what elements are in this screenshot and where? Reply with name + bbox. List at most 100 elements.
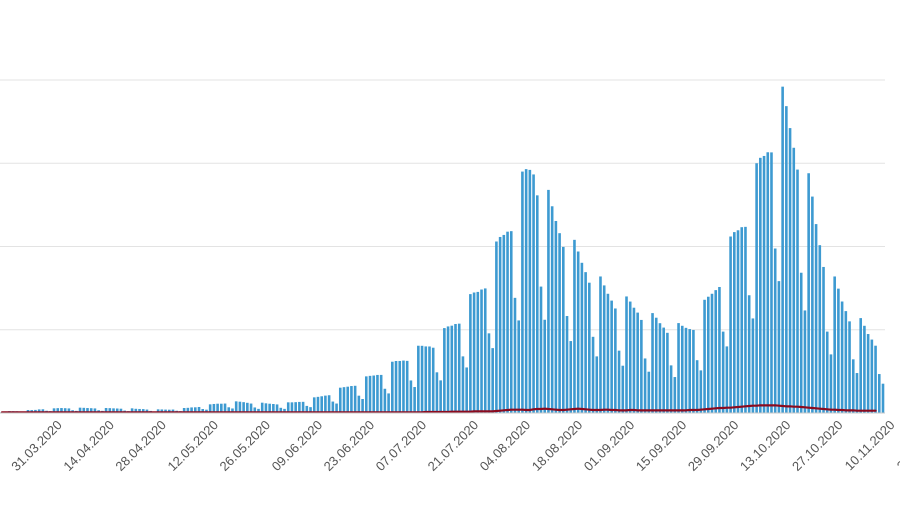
bar-229: [851, 359, 855, 413]
bar-180: [669, 365, 673, 413]
bar-226: [840, 301, 844, 413]
bar-143: [532, 174, 535, 413]
bar-130: [483, 288, 487, 413]
bar-36: [134, 408, 138, 413]
bar-131: [487, 333, 491, 413]
x-tick-label: 04.08.2020: [477, 417, 534, 474]
bar-194: [721, 331, 725, 413]
bar-65: [242, 402, 245, 413]
bar-234: [870, 339, 874, 413]
bar-105: [391, 361, 394, 413]
bar-70: [260, 402, 264, 413]
bar-236: [877, 374, 881, 413]
bar-133: [495, 241, 498, 413]
x-tick-label: 13.10.2020: [737, 417, 794, 474]
bar-165: [614, 308, 617, 413]
bar-43: [160, 409, 164, 413]
bar-210: [781, 86, 784, 413]
bar-96: [357, 395, 361, 413]
bar-123: [457, 323, 461, 413]
bar-69: [257, 408, 260, 413]
bar-147: [547, 189, 550, 413]
bar-129: [480, 289, 483, 413]
bar-206: [766, 152, 770, 413]
bar-49: [182, 408, 186, 413]
bar-14: [52, 408, 56, 413]
bar-134: [498, 236, 502, 413]
bar-171: [636, 312, 639, 413]
bar-84: [312, 397, 316, 413]
bar-168: [625, 296, 628, 413]
bar-58: [216, 403, 219, 413]
bar-112: [417, 345, 420, 413]
bar-73: [272, 404, 275, 413]
bar-24: [89, 408, 93, 413]
bar-75: [279, 407, 283, 413]
bar-179: [666, 332, 669, 413]
bar-144: [535, 195, 539, 413]
bar-204: [759, 157, 762, 413]
bar-17: [63, 408, 67, 413]
x-tick-label: 27.10.2020: [789, 417, 846, 474]
bar-29: [108, 408, 112, 413]
bar-199: [740, 227, 744, 413]
x-tick-label: 21.07.2020: [425, 417, 482, 474]
bar-230: [855, 373, 859, 413]
bar-83: [309, 407, 312, 413]
bar-145: [539, 286, 543, 413]
bar-132: [491, 348, 494, 413]
bar-191: [710, 293, 714, 413]
bar-68: [253, 407, 257, 413]
bar-159: [591, 336, 595, 413]
bar-35: [130, 408, 134, 413]
bar-166: [617, 350, 621, 413]
bar-18: [67, 408, 71, 413]
bar-183: [680, 325, 684, 413]
bar-101: [376, 374, 379, 413]
bar-25: [93, 408, 97, 413]
bar-207: [770, 152, 773, 413]
bar-218: [811, 196, 814, 413]
bar-149: [554, 220, 558, 413]
bar-219: [814, 224, 818, 413]
bar-172: [640, 319, 643, 413]
bar-214: [796, 169, 799, 413]
bar-235: [874, 345, 877, 413]
bar-186: [692, 329, 695, 413]
bar-162: [602, 285, 606, 413]
bar-51: [190, 407, 193, 413]
bar-77: [286, 402, 290, 413]
bar-63: [234, 401, 238, 414]
bar-117: [435, 372, 439, 413]
bar-120: [446, 326, 450, 413]
bar-161: [599, 276, 602, 413]
bar-16: [60, 408, 63, 413]
bar-118: [439, 380, 442, 413]
bar-146: [543, 319, 547, 413]
bar-223: [829, 354, 833, 413]
bar-128: [476, 291, 480, 413]
bar-109: [405, 360, 409, 413]
bar-98: [364, 376, 368, 413]
bar-187: [695, 360, 699, 413]
bar-100: [372, 375, 376, 413]
bar-56: [208, 404, 212, 413]
bar-158: [588, 282, 591, 413]
line-series: [0, 404, 877, 414]
bar-211: [785, 106, 788, 413]
x-tick-label: 29.09.2020: [685, 417, 742, 474]
bar-170: [632, 307, 636, 413]
bar-93: [346, 386, 350, 413]
bar-153: [569, 341, 573, 413]
gridlines: [0, 79, 885, 331]
bar-189: [703, 299, 706, 413]
bar-216: [803, 310, 807, 413]
bar-220: [818, 245, 822, 413]
bar-175: [651, 313, 654, 413]
bar-205: [762, 155, 766, 413]
bar-202: [751, 318, 755, 413]
bar-10: [37, 409, 41, 413]
bar-212: [788, 128, 792, 413]
bar-200: [744, 226, 747, 413]
bar-193: [718, 286, 721, 413]
